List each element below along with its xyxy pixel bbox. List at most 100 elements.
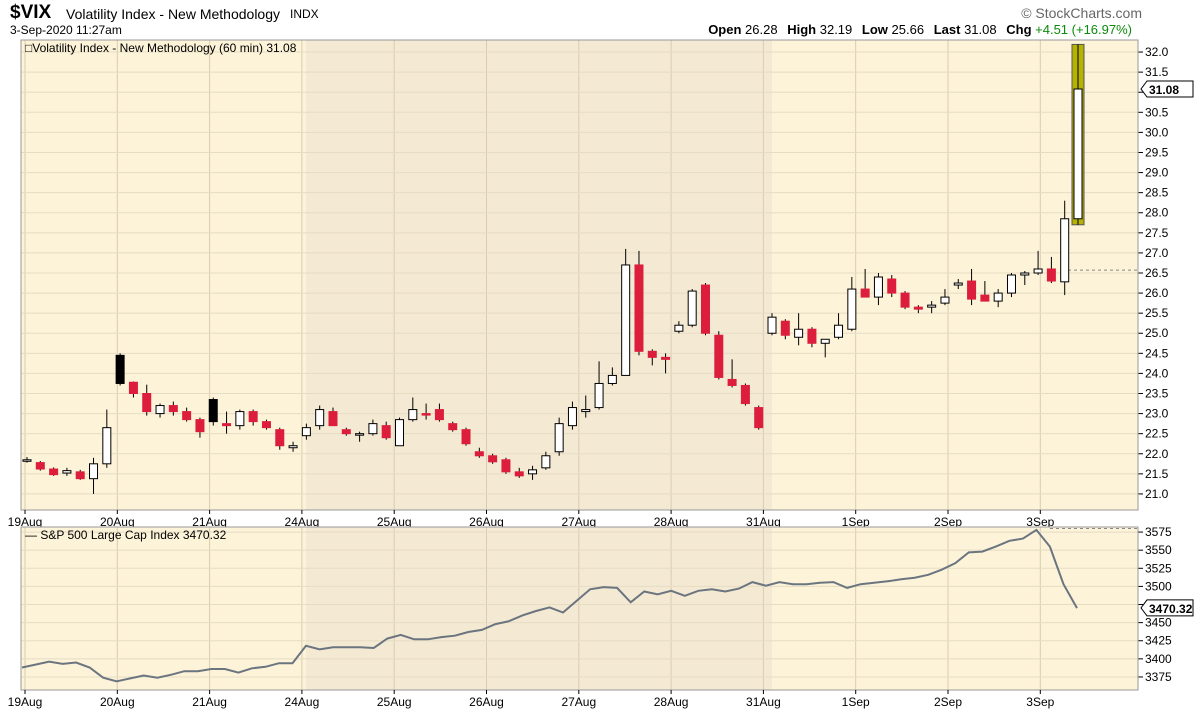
candle-body [940, 296, 950, 304]
candle [714, 331, 724, 380]
candle [1006, 272, 1016, 298]
vix-last-value-box [1140, 80, 1194, 98]
spx-panel-title: — S&P 500 Large Cap Index 3470.32 [25, 528, 227, 542]
vix-x-tick-label: 24Aug [285, 515, 320, 529]
candle-body [1020, 272, 1030, 276]
high-label: High [787, 22, 817, 37]
candle [448, 421, 458, 432]
candle [222, 411, 232, 434]
candle-body [1060, 218, 1070, 283]
candle [195, 417, 205, 438]
stockcharts-logo[interactable]: © StockCharts.com [1021, 5, 1142, 21]
candle-body [607, 374, 617, 384]
open-value: 26.28 [745, 22, 778, 37]
open-label: Open [708, 22, 742, 37]
candle-body [767, 316, 777, 334]
candle [860, 268, 870, 298]
candle-body [887, 278, 897, 294]
vix-y-tick-label: 27.5 [1145, 226, 1169, 240]
candle-body [554, 423, 564, 453]
candle [1033, 250, 1043, 275]
candle-body [674, 324, 684, 332]
candle [594, 361, 604, 410]
spx-x-tick-label: 21Aug [192, 695, 227, 709]
candle-body [75, 471, 85, 480]
candle-body [49, 468, 59, 476]
candle [647, 349, 657, 366]
vix-last-value-label: 31.08 [1149, 83, 1179, 97]
candle-body [980, 294, 990, 302]
candle-body [714, 334, 724, 378]
candle-body [115, 354, 125, 384]
candle [461, 427, 471, 446]
candle [953, 279, 963, 290]
candle-body [953, 282, 963, 286]
vix-x-tick-label: 21Aug [192, 515, 227, 529]
candle-body [341, 429, 351, 435]
spx-x-tick-label: 3Sep [1026, 695, 1054, 709]
last-value: 31.08 [964, 22, 997, 37]
candle-body [35, 462, 45, 470]
candle-body [474, 451, 484, 457]
candle [581, 395, 591, 418]
vix-y-tick-label: 29.5 [1145, 145, 1169, 159]
candle-body [208, 399, 218, 423]
vix-y-tick-label: 22.5 [1145, 427, 1169, 441]
candle [248, 409, 258, 426]
candle [75, 469, 85, 480]
candle [847, 277, 857, 332]
candle-body [873, 276, 883, 298]
candle [873, 272, 883, 306]
vix-y-tick-label: 26.0 [1145, 286, 1169, 300]
spx-weekend-shade [306, 527, 772, 690]
candle [89, 457, 99, 494]
ticker-symbol: $VIX [10, 2, 52, 23]
spx-x-tick-label: 2Sep [934, 695, 962, 709]
candle-body [820, 338, 830, 344]
exchange-label: INDX [290, 7, 319, 21]
candle-body [594, 382, 604, 409]
candle [288, 441, 298, 452]
candle [115, 353, 125, 386]
candle-body [288, 445, 298, 449]
spx-x-tick-label: 20Aug [100, 695, 135, 709]
candle [235, 409, 245, 430]
spx-x-tick-label: 24Aug [285, 695, 320, 709]
spx-series-line [21, 528, 1078, 683]
candle-body [448, 423, 458, 431]
candle [767, 313, 777, 336]
candle-body [248, 411, 258, 423]
candle [980, 281, 990, 302]
candle-body [461, 429, 471, 445]
candle [528, 465, 538, 480]
spx-panel-border [20, 526, 1139, 691]
vix-panel-border [20, 39, 1139, 511]
candle [408, 397, 418, 422]
candle [567, 401, 577, 430]
vix-y-tick-label: 30.0 [1145, 125, 1169, 139]
candle-body [528, 469, 538, 475]
vix-y-tick-label: 28.5 [1145, 186, 1169, 200]
candle-body [408, 409, 418, 421]
candle-body [860, 288, 870, 298]
candle [35, 460, 45, 471]
vix-y-tick-label: 24.0 [1145, 366, 1169, 380]
candle-body [634, 264, 644, 352]
candle [208, 397, 218, 426]
candle-body [847, 288, 857, 330]
candle-body [700, 284, 710, 334]
candle [62, 467, 72, 476]
candle-body [142, 393, 152, 413]
vix-y-axis: 21.0 21.5 22.0 22.5 23.0 23.5 24.0 24.5 25.0 25.5… [1138, 45, 1169, 501]
spx-x-tick-label: 19Aug [8, 695, 43, 709]
candle-body [381, 425, 391, 439]
spx-y-tick-label: 3425 [1145, 634, 1172, 648]
candle-body [1073, 88, 1083, 220]
candle [421, 403, 431, 420]
vix-y-tick-label: 22.0 [1145, 447, 1169, 461]
candle [1060, 200, 1070, 296]
candle [275, 427, 285, 450]
candle [834, 313, 844, 340]
high-value: 32.19 [819, 22, 853, 37]
